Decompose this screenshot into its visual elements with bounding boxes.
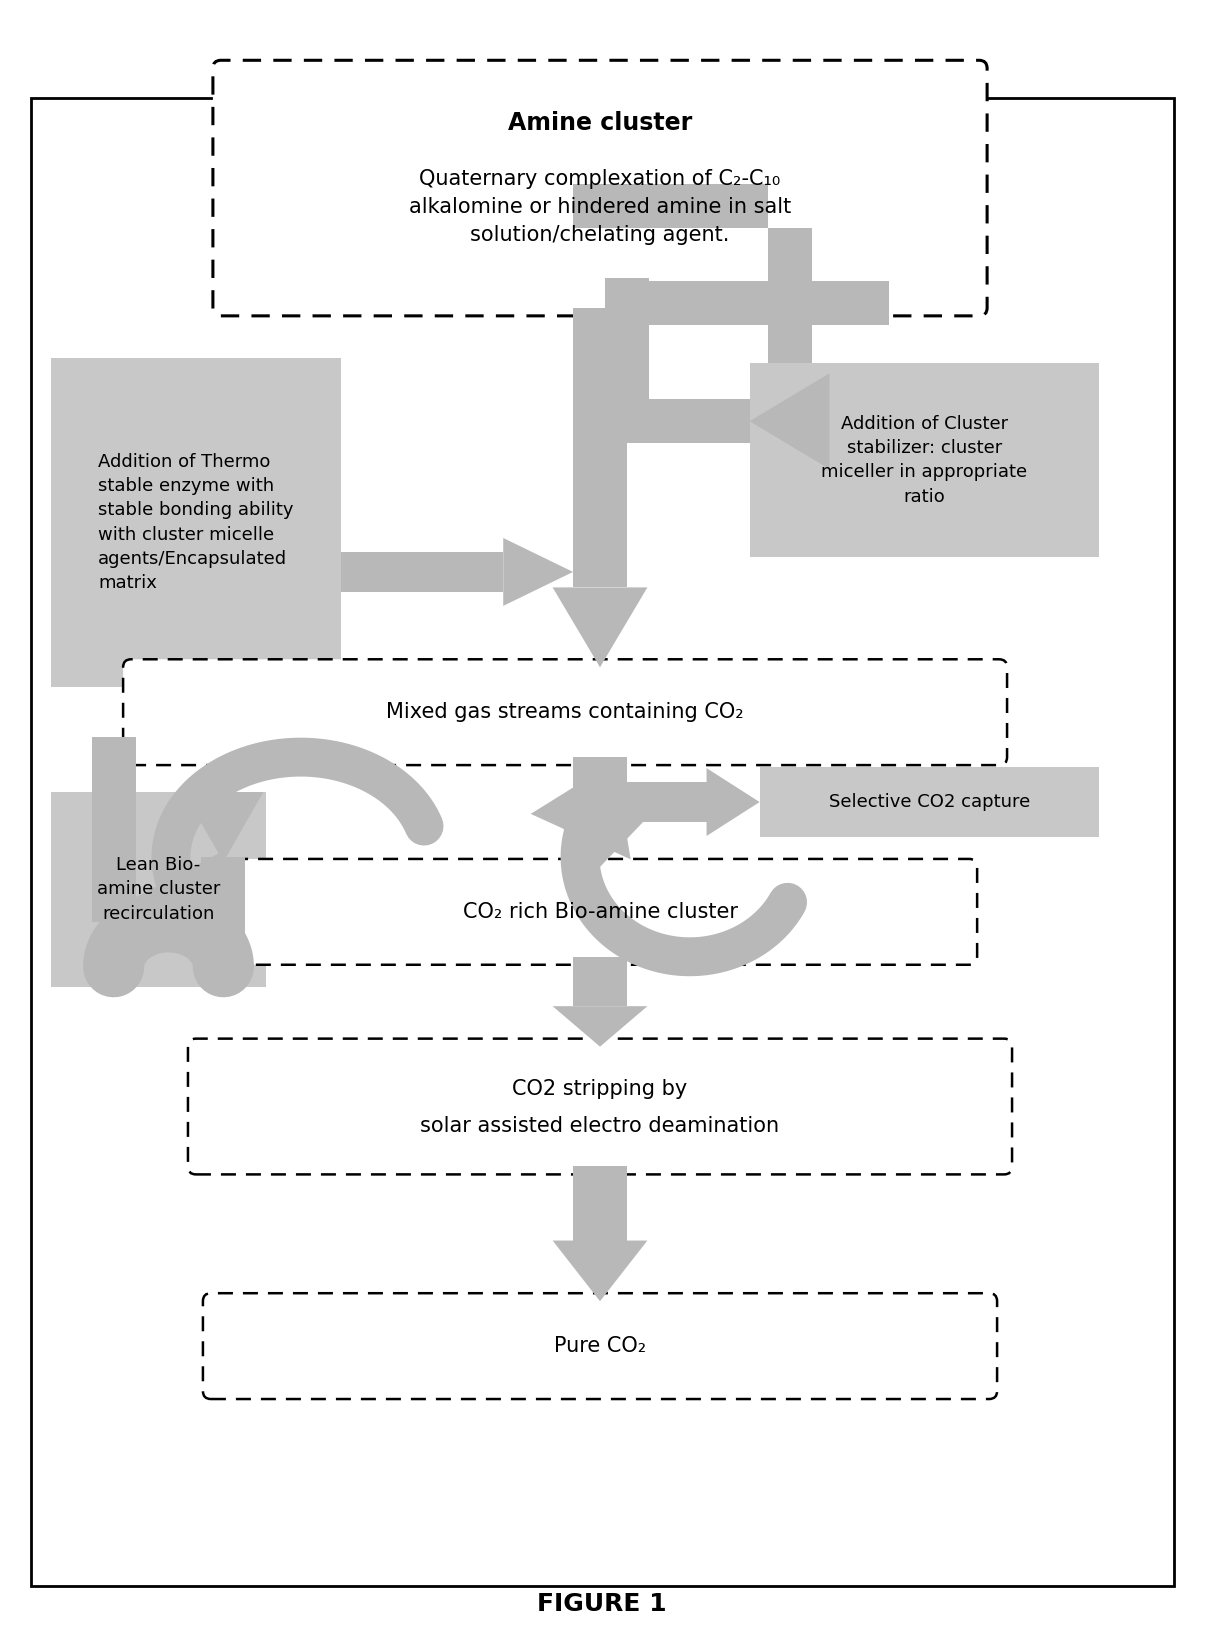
Bar xyxy=(572,758,628,817)
Text: FIGURE 1: FIGURE 1 xyxy=(537,1591,666,1616)
Polygon shape xyxy=(553,588,647,667)
FancyBboxPatch shape xyxy=(213,61,987,316)
Bar xyxy=(759,768,1099,837)
FancyBboxPatch shape xyxy=(188,1039,1012,1174)
Bar xyxy=(768,227,811,362)
Text: solar assisted electro deamination: solar assisted electro deamination xyxy=(421,1117,780,1136)
Text: Quaternary complexation of C₂-C₁₀
alkalomine or hindered amine in salt
solution/: Quaternary complexation of C₂-C₁₀ alkalo… xyxy=(408,170,792,245)
Polygon shape xyxy=(124,851,221,950)
Polygon shape xyxy=(553,1006,647,1046)
Bar xyxy=(750,362,1099,557)
Bar xyxy=(52,792,266,987)
Bar xyxy=(92,738,136,922)
Text: Addition of Cluster
stabilizer: cluster
miceller in appropriate
ratio: Addition of Cluster stabilizer: cluster … xyxy=(821,415,1028,506)
Bar xyxy=(572,1166,628,1240)
Bar xyxy=(574,184,768,227)
FancyBboxPatch shape xyxy=(223,860,977,965)
Text: CO2 stripping by: CO2 stripping by xyxy=(512,1079,688,1099)
Polygon shape xyxy=(553,817,647,866)
Bar xyxy=(627,782,706,822)
Bar xyxy=(627,282,889,324)
Polygon shape xyxy=(750,374,829,469)
Bar xyxy=(201,856,246,967)
Polygon shape xyxy=(530,761,630,860)
Polygon shape xyxy=(183,792,263,861)
Polygon shape xyxy=(504,539,574,606)
Text: Lean Bio-
amine cluster
recirculation: Lean Bio- amine cluster recirculation xyxy=(96,856,221,922)
Bar xyxy=(572,308,628,588)
Text: Addition of Thermo
stable enzyme with
stable bonding ability
with cluster micell: Addition of Thermo stable enzyme with st… xyxy=(98,453,294,593)
Text: Selective CO2 capture: Selective CO2 capture xyxy=(829,794,1030,810)
Bar xyxy=(605,278,649,399)
Bar xyxy=(341,552,504,591)
Polygon shape xyxy=(706,768,759,837)
Text: Amine cluster: Amine cluster xyxy=(507,112,692,135)
Text: CO₂ rich Bio-amine cluster: CO₂ rich Bio-amine cluster xyxy=(463,903,737,922)
Text: Mixed gas streams containing CO₂: Mixed gas streams containing CO₂ xyxy=(387,702,743,721)
FancyBboxPatch shape xyxy=(123,659,1007,766)
Bar xyxy=(627,399,750,443)
Polygon shape xyxy=(553,1240,647,1301)
Text: Pure CO₂: Pure CO₂ xyxy=(554,1336,646,1355)
Bar xyxy=(572,957,628,1006)
FancyBboxPatch shape xyxy=(202,1293,997,1398)
Bar xyxy=(52,357,341,687)
